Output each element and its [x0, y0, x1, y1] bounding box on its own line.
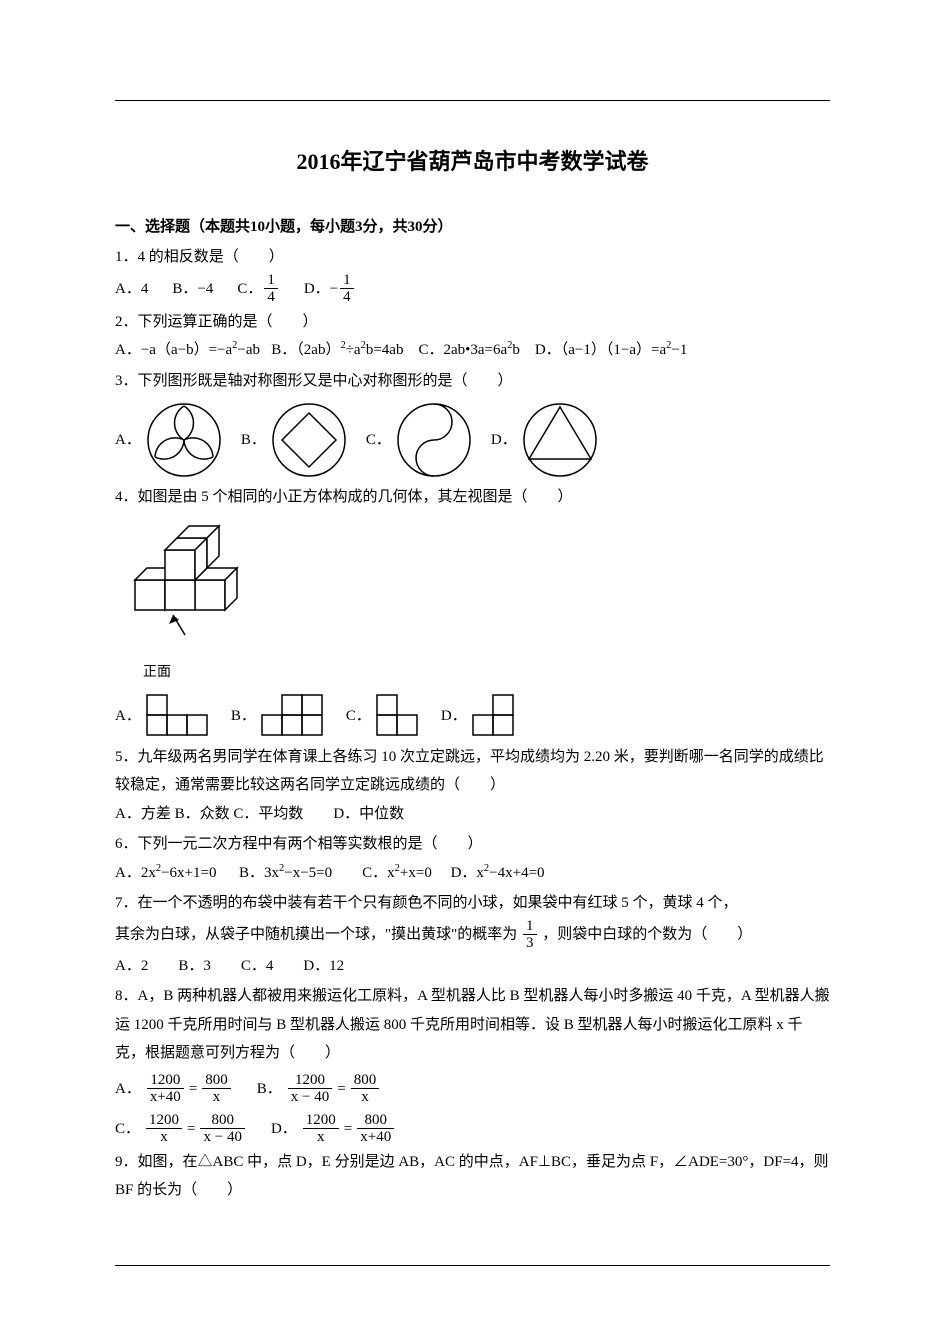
q1-d-prefix: − [330, 275, 338, 304]
question-9: 9．如图，在△ABC 中，点 D，E 分别是边 AB，AC 的中点，AF⊥BC，… [115, 1148, 830, 1205]
q1-opt-d-label: D． [304, 275, 330, 304]
q7-line2: 其余为白球，从袋子中随机摸出一个球，"摸出黄球"的概率为 1 3 ，则袋中白球的… [115, 918, 830, 952]
q3-figure-b [270, 401, 348, 479]
q8-c-frac1: 1200 x [146, 1112, 182, 1146]
q8-a-frac1: 1200 x+40 [147, 1072, 184, 1106]
q9-text: 9．如图，在△ABC 中，点 D，E 分别是边 AB，AC 的中点，AF⊥BC，… [115, 1148, 830, 1205]
q3-opt-c-label: C． [366, 426, 391, 455]
q1-options: A．4 B．−4 C． 1 4 D． − 1 4 [115, 272, 830, 306]
q2-opt-d: D．（a−1）（1−a）=a2−1 [535, 342, 687, 358]
question-3: 3．下列图形既是轴对称图形又是中心对称图形的是（ ） A． B． C． [115, 367, 830, 480]
section-1-header: 一、选择题（本题共10小题，每小题3分，共30分） [115, 213, 830, 242]
q4-figure-a [145, 693, 213, 739]
q1-opt-c-label: C． [237, 275, 262, 304]
q2-text: 2．下列运算正确的是（ ） [115, 308, 830, 337]
q4-opt-b-label: B． [231, 702, 256, 731]
q8-a-eq: = [189, 1075, 197, 1104]
q5-text: 5．九年级两名男同学在体育课上各练习 10 次立定跳远，平均成绩均为 2.20 … [115, 743, 830, 800]
q1-text: 1．4 的相反数是（ ） [115, 243, 830, 272]
q3-figure-d [521, 401, 599, 479]
q8-text: 8．A，B 两种机器人都被用来搬运化工原料，A 型机器人比 B 型机器人每小时多… [115, 982, 830, 1068]
q4-front-label: 正面 [143, 660, 830, 687]
q3-figure-a [145, 401, 223, 479]
q7-frac: 1 3 [523, 918, 537, 952]
question-6: 6．下列一元二次方程中有两个相等实数根的是（ ） A．2x2−6x+1=0 B．… [115, 830, 830, 887]
q2-opt-c: C．2ab•3a=6a2b [418, 342, 519, 358]
q8-opt-d-label: D． [271, 1115, 297, 1144]
question-8: 8．A，B 两种机器人都被用来搬运化工原料，A 型机器人比 B 型机器人每小时多… [115, 982, 830, 1146]
q8-opt-b-label: B． [257, 1075, 282, 1104]
question-2: 2．下列运算正确的是（ ） A．−a（a−b）=−a2−ab B．（2ab）2÷… [115, 308, 830, 365]
q8-b-frac2: 800 x [351, 1072, 380, 1106]
q8-b-eq: = [337, 1075, 345, 1104]
q6-opt-b: B．3x2−x−5=0 [239, 865, 332, 881]
q2-opt-a: A．−a（a−b）=−a2−ab [115, 342, 260, 358]
q5-options: A．方差 B．众数 C．平均数 D．中位数 [115, 800, 830, 829]
q6-text: 6．下列一元二次方程中有两个相等实数根的是（ ） [115, 830, 830, 859]
q1-frac-c: 1 4 [264, 272, 278, 306]
q8-d-frac2: 800 x+40 [357, 1112, 394, 1146]
q7-line1: 7．在一个不透明的布袋中装有若干个只有颜色不同的小球，如果袋中有红球 5 个，黄… [115, 889, 830, 918]
q4-figure-b [260, 693, 328, 739]
q7-options: A．2 B．3 C．4 D．12 [115, 952, 830, 981]
question-1: 1．4 的相反数是（ ） A．4 B．−4 C． 1 4 D． − 1 4 [115, 243, 830, 306]
q4-figure-d [471, 693, 519, 739]
question-7: 7．在一个不透明的布袋中装有若干个只有颜色不同的小球，如果袋中有红球 5 个，黄… [115, 889, 830, 980]
q8-d-eq: = [344, 1115, 352, 1144]
q3-opt-d-label: D． [491, 426, 517, 455]
q8-c-eq: = [187, 1115, 195, 1144]
q4-figure-c [375, 693, 423, 739]
page-title: 2016年辽宁省葫芦岛市中考数学试卷 [115, 141, 830, 183]
bottom-rule [115, 1265, 830, 1266]
q3-opt-b-label: B． [241, 426, 266, 455]
q8-opt-a-label: A． [115, 1075, 141, 1104]
q8-opt-c-label: C． [115, 1115, 140, 1144]
question-4: 4．如图是由 5 个相同的小正方体构成的几何体，其左视图是（ ） [115, 483, 830, 739]
q3-figure-c [395, 401, 473, 479]
q6-opt-d: D．x2−4x+4=0 [451, 865, 545, 881]
q1-opt-a: A．4 [115, 275, 148, 304]
q4-opt-d-label: D． [441, 702, 467, 731]
q4-main-figure [115, 520, 255, 650]
q8-d-frac1: 1200 x [303, 1112, 339, 1146]
question-5: 5．九年级两名男同学在体育课上各练习 10 次立定跳远，平均成绩均为 2.20 … [115, 743, 830, 829]
q7-line2b: ，则袋中白球的个数为（ ） [542, 926, 752, 942]
q6-opt-a: A．2x2−6x+1=0 [115, 865, 216, 881]
q6-opt-c: C．x2+x=0 [362, 865, 432, 881]
q4-opt-c-label: C． [346, 702, 371, 731]
q1-opt-b: B．−4 [172, 275, 213, 304]
q8-b-frac1: 1200 x − 40 [288, 1072, 332, 1106]
q2-opt-b: B．（2ab）2÷a2b=4ab [271, 342, 403, 358]
q2-options: A．−a（a−b）=−a2−ab B．（2ab）2÷a2b=4ab C．2ab•… [115, 336, 830, 365]
q6-options: A．2x2−6x+1=0 B．3x2−x−5=0 C．x2+x=0 D．x2−4… [115, 859, 830, 888]
q8-c-frac2: 800 x − 40 [200, 1112, 244, 1146]
top-rule [115, 100, 830, 101]
q1-frac-d: 1 4 [340, 272, 354, 306]
q3-opt-a-label: A． [115, 426, 141, 455]
q8-a-frac2: 800 x [202, 1072, 231, 1106]
q7-line2a: 其余为白球，从袋子中随机摸出一个球，"摸出黄球"的概率为 [115, 926, 517, 942]
q4-text: 4．如图是由 5 个相同的小正方体构成的几何体，其左视图是（ ） [115, 483, 830, 512]
q4-opt-a-label: A． [115, 702, 141, 731]
q3-text: 3．下列图形既是轴对称图形又是中心对称图形的是（ ） [115, 367, 830, 396]
